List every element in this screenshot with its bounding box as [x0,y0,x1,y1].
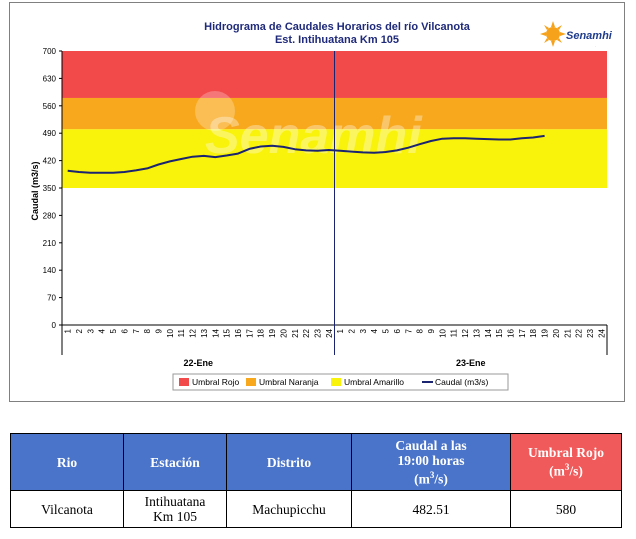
cell-umbral: 580 [510,490,622,528]
y-tick-label: 70 [47,294,56,303]
series-caudal-line [67,134,545,174]
svg-text:Senamhi: Senamhi [205,107,423,165]
y-tick-label: 0 [52,321,57,330]
y-tick-label: 490 [43,129,57,138]
legend-swatch [246,378,256,386]
x-tick-label: 13 [472,328,481,337]
x-tick-label: 14 [211,328,220,337]
hydrograph-chart: Hidrograma de Caudales Horarios del río … [30,21,613,391]
watermark: Senamhi [195,91,423,165]
brand-text: Senamhi [566,30,613,42]
day-label: 23-Ene [456,358,486,368]
header-distrito: Distrito [226,433,352,491]
svg-text:.: . [595,44,596,48]
y-tick-label: 280 [43,211,57,220]
x-tick-label: 9 [427,328,436,333]
x-tick-label: 5 [109,328,118,333]
legend-label: Caudal (m3/s) [435,377,489,387]
axes [61,51,608,355]
x-tick-label: 18 [529,328,538,337]
cell-caudal: 482.51 [351,490,511,528]
table-header-row: Rio Estación Distrito Caudal a las 19:00… [10,433,622,491]
x-tick-label: 16 [234,328,243,337]
x-tick-label: 8 [143,328,152,333]
day-label: 22-Ene [183,358,213,368]
legend-swatch [331,378,341,386]
cell-rio: Vilcanota [10,490,124,528]
y-tick-label: 560 [43,102,57,111]
x-tick-label: 19 [268,328,277,337]
x-tick-label: 4 [370,328,379,333]
x-tick-label: 5 [382,328,391,333]
x-tick-label: 23 [313,328,322,337]
x-tick-label: 6 [120,328,129,333]
x-tick-label: 24 [325,328,334,337]
x-tick-label: 6 [393,328,402,333]
y-axis-label: Caudal (m3/s) [30,161,40,220]
x-tick-label: 3 [86,328,95,333]
x-tick-label: 19 [541,328,550,337]
legend-label: Umbral Rojo [192,377,240,387]
summary-table: Rio Estación Distrito Caudal a las 19:00… [10,433,622,528]
x-tick-label: 4 [98,328,107,333]
x-tick-label: 11 [177,328,186,337]
x-tick-label: 22 [302,328,311,337]
x-tick-label: 1 [64,328,73,333]
x-tick-label: 3 [359,328,368,333]
chart-frame: Hidrograma de Caudales Horarios del río … [9,2,625,402]
x-tick-label: 15 [495,328,504,337]
x-tick-label: 20 [279,328,288,337]
header-caudal: Caudal a las 19:00 horas (m3/s) [351,433,511,491]
x-tick-label: 2 [75,328,84,333]
x-tick-label: 21 [563,328,572,337]
x-tick-label: 11 [450,328,459,337]
x-tick-label: 1 [336,328,345,333]
x-tick-label: 12 [461,328,470,337]
cell-distrito: Machupicchu [226,490,352,528]
legend-label: Umbral Amarillo [344,377,404,387]
x-tick-label: 8 [416,328,425,333]
x-tick-label: 15 [223,328,232,337]
header-umbral-rojo: Umbral Rojo (m3/s) [510,433,622,491]
y-tick-label: 350 [43,184,57,193]
x-tick-label: 13 [200,328,209,337]
x-tick-label: 9 [155,328,164,333]
y-tick-label: 630 [43,74,57,83]
legend-label: Umbral Naranja [259,377,319,387]
x-tick-label: 10 [438,328,447,337]
y-tick-label: 700 [43,47,57,56]
y-tick-label: 420 [43,157,57,166]
x-tick-label: 22 [575,328,584,337]
x-tick-label: 21 [291,328,300,337]
header-rio: Rio [10,433,124,491]
x-tick-label: 12 [189,328,198,337]
y-tick-label: 140 [43,266,57,275]
x-tick-label: 20 [552,328,561,337]
header-estacion: Estación [123,433,227,491]
x-tick-label: 17 [245,328,254,337]
x-tick-label: 7 [132,328,141,333]
x-tick-label: 18 [257,328,266,337]
chart-title: Hidrograma de Caudales Horarios del río … [204,21,471,33]
legend-swatch [179,378,189,386]
cell-estacion: Intihuatana Km 105 [123,490,227,528]
x-tick-label: 17 [518,328,527,337]
x-tick-label: 16 [506,328,515,337]
x-tick-label: 14 [484,328,493,337]
x-tick-label: 23 [586,328,595,337]
series-layer [67,134,545,174]
x-tick-label: 24 [597,328,606,337]
chart-subtitle: Est. Intihuatana Km 105 [275,34,399,46]
y-tick-label: 210 [43,239,57,248]
chart-legend: Umbral Rojo Umbral Naranja Umbral Amarillo… [172,373,509,391]
x-tick-label: 10 [166,328,175,337]
x-tick-label: 2 [348,328,357,333]
x-tick-label: 7 [404,328,413,333]
table-row: Vilcanota Intihuatana Km 105 Machupicchu… [10,490,622,528]
senamhi-logo: Senamhi . [540,21,613,48]
